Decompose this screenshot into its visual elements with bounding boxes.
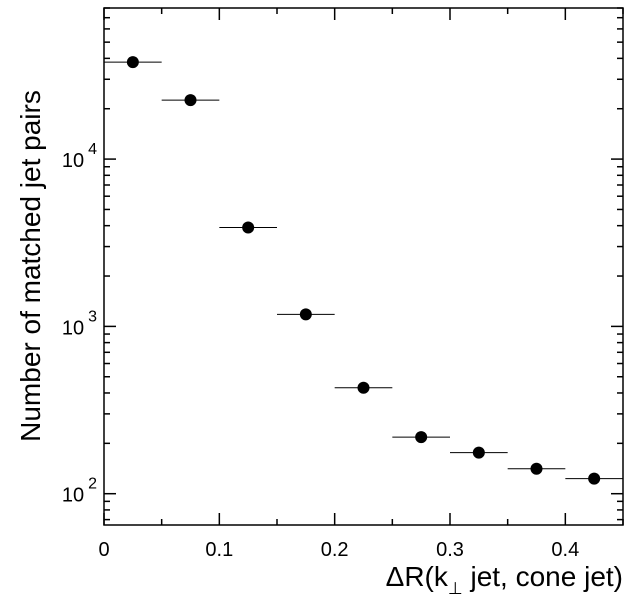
data-point — [357, 381, 370, 394]
y-axis-title: Number of matched jet pairs — [15, 90, 46, 442]
data-point — [242, 221, 255, 234]
x-tick-label: 0.3 — [436, 539, 464, 561]
x-axis-title-subscript: ⊥ — [448, 579, 463, 598]
data-points — [104, 56, 623, 485]
x-axis-title-prefix: ΔR(k — [386, 561, 449, 592]
plot-frame — [103, 7, 624, 526]
x-tick-label: 0 — [98, 539, 109, 561]
data-point — [415, 431, 428, 444]
data-point — [588, 472, 601, 485]
data-point — [472, 446, 485, 459]
x-tick-labels: 0 0.1 0.2 0.3 0.4 — [98, 539, 579, 561]
y-tick-label: 104 — [62, 141, 97, 172]
data-point — [126, 56, 139, 69]
y-tick-label: 103 — [62, 308, 97, 339]
y-tick-label: 102 — [62, 476, 97, 507]
x-tick-label: 0.1 — [205, 539, 233, 561]
x-tick-label: 0.4 — [551, 539, 579, 561]
y-tick-labels: 102 103 104 — [62, 141, 97, 507]
data-point — [530, 462, 543, 475]
x-axis-title: ΔR(k⊥ jet, cone jet) — [386, 561, 623, 598]
x-axis-title-suffix: jet, cone jet) — [463, 561, 623, 592]
data-point — [299, 308, 312, 321]
axis-ticks — [103, 7, 624, 525]
x-tick-label: 0.2 — [321, 539, 349, 561]
data-point — [184, 94, 197, 107]
